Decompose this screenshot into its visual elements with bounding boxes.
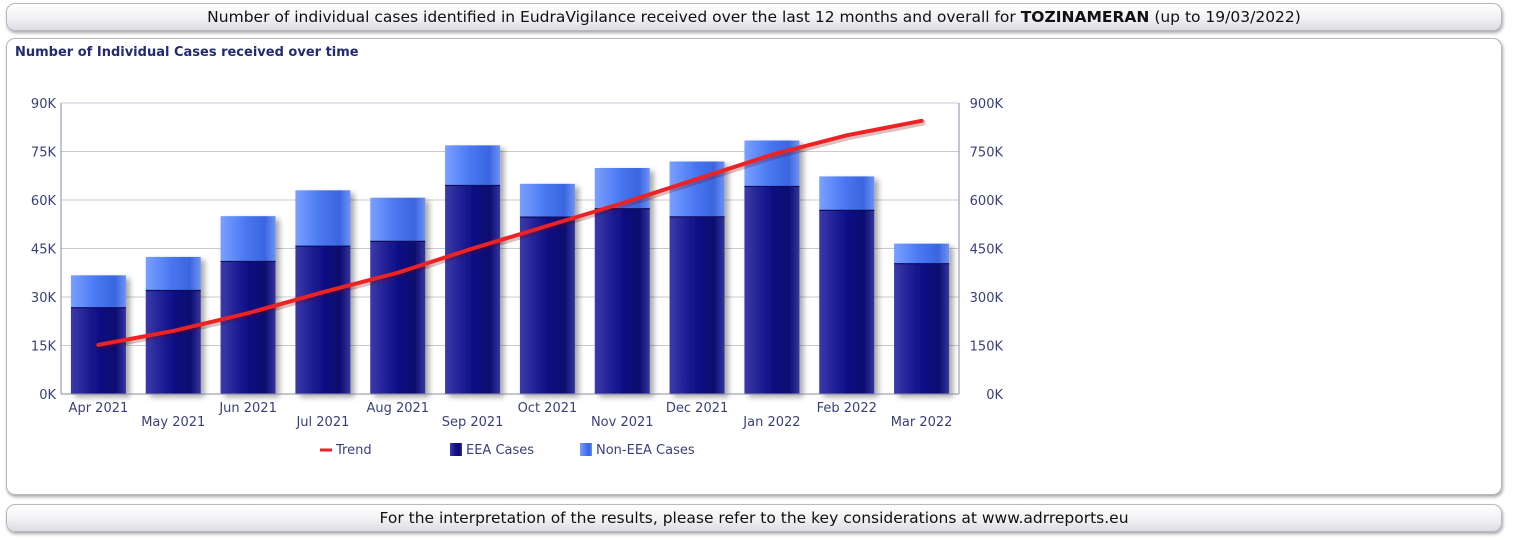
bar-eea-cases: [220, 261, 276, 394]
x-axis-tick-label: Jan 2022: [742, 415, 800, 430]
left-axis-tick-label: 45K: [31, 243, 57, 258]
bar-eea-cases: [519, 217, 575, 394]
x-axis-tick-label: Oct 2021: [518, 401, 578, 416]
right-axis-tick-label: 900K: [970, 97, 1004, 112]
x-axis-tick-label: Jun 2021: [218, 401, 277, 416]
legend-trend-label: Trend: [335, 443, 372, 458]
legend-eea-swatch: [450, 443, 462, 456]
bar-eea-cases: [819, 210, 875, 394]
bar-non-eea-cases: [669, 161, 725, 217]
bar-eea-cases: [669, 216, 725, 394]
left-axis-tick-label: 75K: [31, 146, 57, 161]
right-axis-tick-label: 600K: [970, 194, 1004, 209]
right-axis-tick-label: 450K: [970, 243, 1004, 258]
bar-non-eea-cases: [894, 243, 950, 264]
right-axis-tick-label: 300K: [970, 291, 1004, 306]
legend-non-eea-label: Non-EEA Cases: [596, 443, 695, 458]
title-prefix: Number of individual cases identified in…: [207, 8, 1016, 26]
footer-note: For the interpretation of the results, p…: [379, 509, 1129, 527]
chart-title: Number of Individual Cases received over…: [15, 45, 359, 60]
footer-note-banner: For the interpretation of the results, p…: [6, 504, 1502, 532]
bar-eea-cases: [445, 185, 501, 394]
right-axis-tick-label: 150K: [970, 340, 1004, 355]
bar-non-eea-cases: [445, 145, 501, 186]
legend-eea-label: EEA Cases: [466, 443, 534, 458]
left-axis-tick-label: 0K: [39, 388, 56, 403]
left-axis-tick-label: 15K: [31, 340, 57, 355]
bar-non-eea-cases: [370, 197, 426, 242]
bar-non-eea-cases: [70, 275, 126, 308]
trend-line: [96, 118, 924, 347]
bar-non-eea-cases: [220, 216, 276, 262]
left-axis-tick-label: 90K: [31, 97, 57, 112]
bar-eea-cases: [70, 307, 126, 394]
x-axis-tick-label: Aug 2021: [366, 401, 429, 416]
bar-non-eea-cases: [819, 176, 875, 211]
x-axis-tick-label: May 2021: [141, 415, 205, 430]
bar-eea-cases: [370, 241, 426, 394]
bar-non-eea-cases: [145, 256, 201, 291]
left-axis-tick-label: 60K: [31, 194, 57, 209]
right-axis-tick-label: 750K: [970, 146, 1004, 161]
right-axis-tick-label: 0K: [986, 388, 1003, 403]
x-axis-tick-label: Sep 2021: [442, 415, 504, 430]
x-axis-tick-label: Dec 2021: [666, 401, 728, 416]
x-axis-tick-label: Jul 2021: [295, 415, 349, 430]
bar-eea-cases: [894, 263, 950, 394]
bar-eea-cases: [145, 290, 201, 394]
bar-non-eea-cases: [295, 190, 351, 247]
left-axis-tick-label: 30K: [31, 291, 57, 306]
legend-non-eea-swatch: [580, 443, 592, 456]
x-axis-tick-label: Apr 2021: [69, 401, 129, 416]
x-axis-tick-label: Mar 2022: [891, 415, 953, 430]
title-suffix: (up to 19/03/2022): [1154, 8, 1301, 26]
bar-eea-cases: [744, 186, 800, 394]
bar-non-eea-cases: [519, 183, 575, 218]
bar-eea-cases: [295, 246, 351, 394]
x-axis-tick-label: Feb 2022: [817, 401, 877, 416]
title-substance: TOZINAMERAN: [1020, 8, 1150, 26]
report-title-banner: Number of individual cases identified in…: [6, 3, 1502, 31]
cases-chart: 0K 15K 30K 45K 60K 75K 90K 0K 150K 300K 450K 600K 75…: [31, 97, 1004, 458]
trend-line-shadow: [96, 119, 926, 350]
x-axis-tick-label: Nov 2021: [591, 415, 654, 430]
bar-eea-cases: [594, 208, 650, 394]
